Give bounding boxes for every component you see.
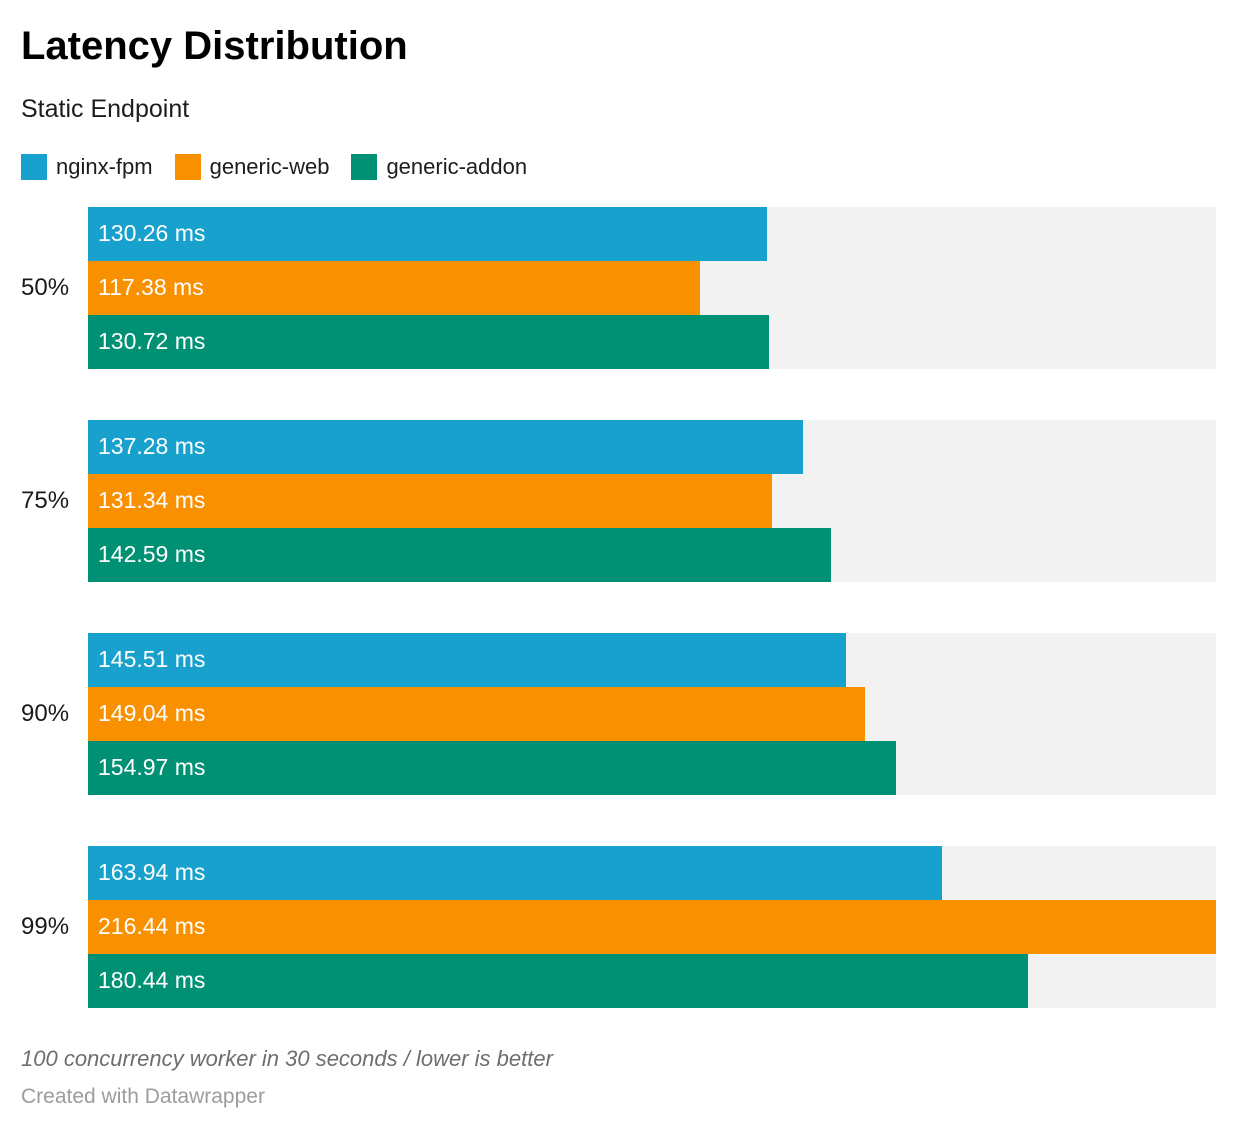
bar-value-label: 142.59 ms — [98, 541, 206, 568]
bar-value-label: 137.28 ms — [98, 433, 206, 460]
bar-track: 180.44 ms — [88, 953, 1216, 1008]
bar-track: 117.38 ms — [88, 260, 1216, 315]
percentile-group: 75% 137.28 ms 131.34 ms 142.59 ms — [21, 419, 1216, 582]
bar-track: 163.94 ms — [88, 845, 1216, 900]
bar-group: 137.28 ms 131.34 ms 142.59 ms — [88, 419, 1216, 582]
bar-track: 130.26 ms — [88, 206, 1216, 261]
bar-track: 149.04 ms — [88, 686, 1216, 741]
bar-value-label: 216.44 ms — [98, 913, 206, 940]
chart-note: 100 concurrency worker in 30 seconds / l… — [21, 1045, 553, 1071]
category-label: 50% — [21, 273, 70, 301]
legend-swatch-icon — [174, 153, 201, 180]
bar-value-label: 145.51 ms — [98, 646, 206, 673]
chart-subtitle: Static Endpoint — [21, 95, 190, 123]
bar-generic-web[interactable]: 149.04 ms — [88, 686, 865, 741]
legend-label: generic-addon — [386, 153, 528, 179]
bar-generic-addon[interactable]: 154.97 ms — [88, 740, 896, 795]
bar-group: 163.94 ms 216.44 ms 180.44 ms — [88, 845, 1216, 1008]
bar-value-label: 154.97 ms — [98, 754, 206, 781]
bar-track: 145.51 ms — [88, 632, 1216, 687]
bar-generic-web[interactable]: 117.38 ms — [88, 260, 700, 315]
legend-item-nginx-fpm: nginx-fpm — [21, 153, 153, 180]
bar-generic-web[interactable]: 131.34 ms — [88, 473, 773, 528]
legend-label: generic-web — [209, 153, 330, 179]
bar-value-label: 117.38 ms — [98, 274, 204, 301]
bar-value-label: 149.04 ms — [98, 700, 206, 727]
percentile-group: 90% 145.51 ms 149.04 ms 154.97 ms — [21, 632, 1216, 795]
percentile-group: 50% 130.26 ms 117.38 ms 130.72 ms — [21, 206, 1216, 369]
chart-title: Latency Distribution — [21, 24, 408, 68]
bar-group: 145.51 ms 149.04 ms 154.97 ms — [88, 632, 1216, 795]
bar-generic-addon[interactable]: 130.72 ms — [88, 314, 770, 369]
bar-value-label: 130.26 ms — [98, 220, 206, 247]
legend: nginx-fpm generic-web generic-addon — [21, 153, 1216, 180]
bar-chart: 50% 130.26 ms 117.38 ms 130.72 ms 75% 137.28 … — [21, 206, 1216, 1008]
bar-value-label: 131.34 ms — [98, 487, 206, 514]
bar-track: 216.44 ms — [88, 899, 1216, 954]
bar-nginx-fpm[interactable]: 163.94 ms — [88, 845, 943, 900]
bar-track: 154.97 ms — [88, 740, 1216, 795]
datawrapper-credit: Created with Datawrapper — [21, 1084, 265, 1108]
bar-generic-addon[interactable]: 180.44 ms — [88, 953, 1029, 1008]
bar-nginx-fpm[interactable]: 130.26 ms — [88, 206, 767, 261]
category-label: 75% — [21, 486, 70, 514]
legend-item-generic-web: generic-web — [174, 153, 330, 180]
bar-nginx-fpm[interactable]: 145.51 ms — [88, 632, 847, 687]
bar-track: 142.59 ms — [88, 527, 1216, 582]
percentile-group: 99% 163.94 ms 216.44 ms 180.44 ms — [21, 845, 1216, 1008]
bar-value-label: 163.94 ms — [98, 859, 206, 886]
bar-generic-addon[interactable]: 142.59 ms — [88, 527, 832, 582]
bar-track: 137.28 ms — [88, 419, 1216, 474]
bar-nginx-fpm[interactable]: 137.28 ms — [88, 419, 804, 474]
category-label: 99% — [21, 912, 70, 940]
legend-swatch-icon — [21, 153, 47, 180]
bar-track: 130.72 ms — [88, 314, 1216, 369]
bar-value-label: 180.44 ms — [98, 967, 206, 994]
legend-item-generic-addon: generic-addon — [351, 153, 528, 180]
bar-group: 130.26 ms 117.38 ms 130.72 ms — [88, 206, 1216, 369]
bar-value-label: 130.72 ms — [98, 328, 206, 355]
bar-track: 131.34 ms — [88, 473, 1216, 528]
legend-label: nginx-fpm — [56, 153, 153, 179]
legend-swatch-icon — [351, 153, 378, 180]
bar-generic-web[interactable]: 216.44 ms — [88, 899, 1216, 954]
category-label: 90% — [21, 699, 70, 727]
